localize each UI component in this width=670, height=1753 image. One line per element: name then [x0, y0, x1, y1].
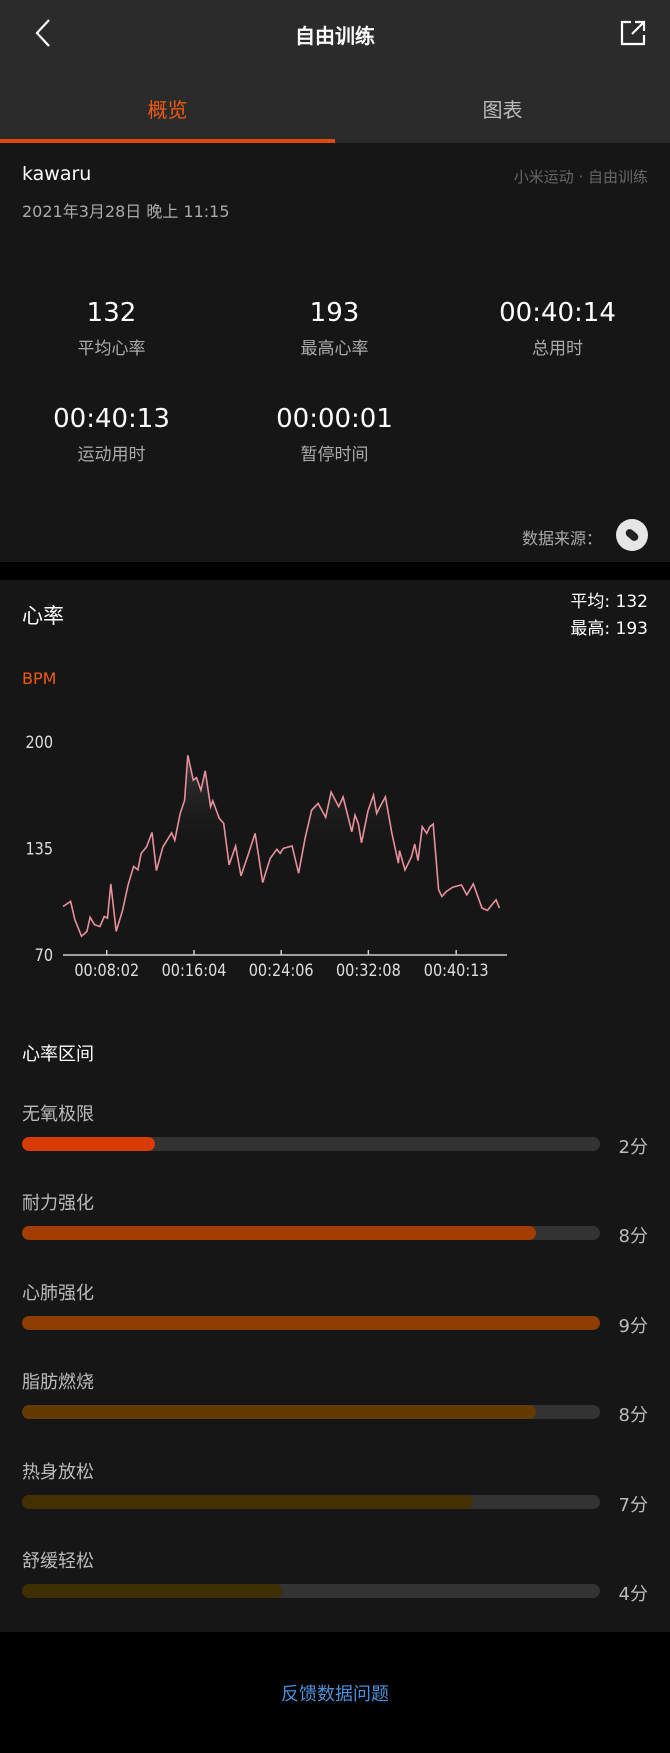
zones-title: 心率区间: [22, 1044, 94, 1065]
zone-label: 心肺强化: [22, 1282, 94, 1304]
heart-rate-title: 心率: [22, 604, 64, 628]
stat-label: 平均心率: [77, 339, 146, 359]
x-tick-label: 00:24:06: [249, 960, 314, 980]
stat-active-time: 00:40:13 运动用时: [0, 404, 223, 465]
zone-label: 热身放松: [22, 1461, 94, 1483]
stat-value: 00:40:14: [499, 298, 616, 328]
zone-bar-fill: [22, 1137, 155, 1151]
max-hr: 最高: 193: [570, 619, 648, 639]
stat-value: 00:40:13: [53, 404, 170, 434]
y-tick-label: 135: [25, 838, 53, 858]
zone-bar-fill: [22, 1494, 473, 1509]
zone-bar-fill: [22, 1584, 283, 1598]
summary-card: kawaru 小米运动 · 自由训练 2021年3月28日 晚上 11:15 1…: [0, 143, 670, 562]
tab-charts[interactable]: 图表: [482, 98, 523, 122]
zone-minutes: 8分: [618, 1226, 648, 1248]
zone-label: 无氧极限: [22, 1104, 94, 1125]
zone-bar: [22, 1137, 600, 1151]
zone-bar-fill: [22, 1226, 537, 1241]
stat-pause-time: 00:00:01 暂停时间: [223, 404, 446, 465]
zone-bar-fill: [22, 1405, 537, 1420]
zone-bar: [22, 1315, 600, 1330]
user-name: kawaru: [22, 163, 92, 185]
zone-minutes: 7分: [618, 1494, 648, 1516]
chevron-left-icon[interactable]: [34, 18, 52, 48]
y-tick-label: 200: [25, 732, 53, 752]
stat-total-time: 00:40:14 总用时: [446, 298, 669, 359]
x-tick-label: 00:16:04: [162, 960, 227, 980]
stat-value: 193: [309, 298, 360, 328]
heart-rate-card: 心率 平均: 132 最高: 193 BPM 200 135 70 00:08:02 0…: [0, 580, 670, 1632]
data-source-label: 数据来源：: [521, 529, 602, 548]
zone-minutes: 2分: [618, 1137, 648, 1158]
stat-label: 暂停时间: [300, 445, 369, 465]
active-tab-indicator: [0, 139, 335, 143]
x-tick-label: 00:32:08: [336, 960, 401, 980]
stat-label: 最高心率: [300, 339, 369, 359]
zone-label: 耐力强化: [22, 1193, 94, 1215]
source-label: 小米运动 · 自由训练: [513, 168, 648, 186]
zone-minutes: 9分: [618, 1315, 648, 1337]
zone-minutes: 4分: [618, 1584, 648, 1605]
band-icon[interactable]: [616, 519, 648, 551]
tab-overview[interactable]: 概览: [147, 98, 188, 122]
bpm-unit: BPM: [22, 669, 57, 688]
feedback-link[interactable]: 反馈数据问题: [281, 1684, 389, 1705]
x-tick-label: 00:08:02: [74, 960, 139, 980]
y-tick-label: 70: [35, 945, 53, 965]
app-header: 自由训练 概览 图表: [0, 0, 670, 143]
avg-hr: 平均: 132: [570, 592, 648, 612]
zone-bar: [22, 1226, 600, 1241]
zone-bar: [22, 1405, 600, 1420]
stat-avg-hr: 132 平均心率: [0, 298, 223, 359]
zone-label: 舒缓轻松: [22, 1551, 94, 1572]
page-title: 自由训练: [295, 24, 375, 48]
zone-bar: [22, 1584, 600, 1598]
zone-label: 脂肪燃烧: [22, 1372, 94, 1394]
stat-max-hr: 193 最高心率: [223, 298, 446, 359]
hr-line: [62, 755, 501, 938]
stat-label: 总用时: [532, 339, 583, 359]
zone-bar-fill: [22, 1315, 600, 1330]
share-icon[interactable]: [620, 20, 646, 46]
workout-datetime: 2021年3月28日 晚上 11:15: [22, 202, 230, 221]
heart-rate-chart: 200 135 70 00:08:02 00:16:04 00:24:06 00:32:08…: [25, 732, 507, 980]
hr-area: [63, 755, 500, 955]
zone-minutes: 8分: [618, 1405, 648, 1427]
x-tick-label: 00:40:13: [424, 960, 489, 980]
stat-label: 运动用时: [77, 445, 146, 465]
zone-bar: [22, 1494, 600, 1509]
stat-value: 00:00:01: [276, 404, 393, 434]
stat-value: 132: [86, 298, 137, 328]
